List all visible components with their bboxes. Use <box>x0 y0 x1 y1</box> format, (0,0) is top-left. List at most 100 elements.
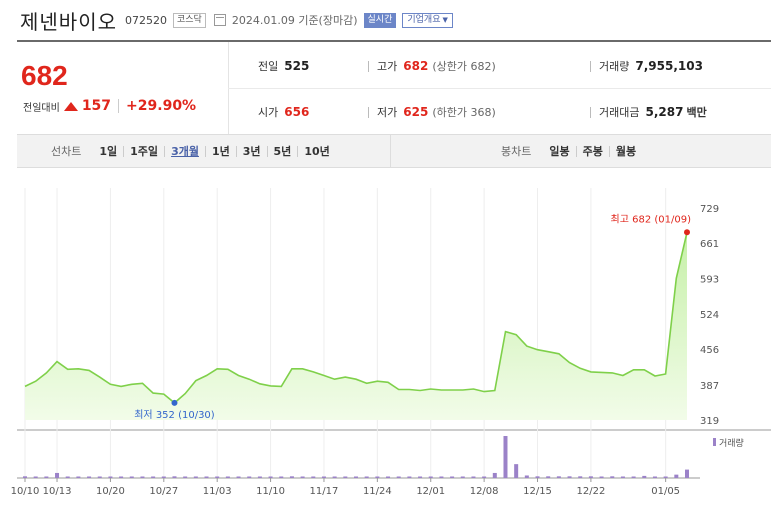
volume-bar <box>546 476 551 478</box>
volume-bar <box>300 476 305 478</box>
summary-row-divider <box>228 88 771 89</box>
x-tick-label: 12/01 <box>416 486 445 497</box>
header-divider <box>17 40 771 42</box>
current-price: 682 <box>21 60 68 91</box>
y-tick-label: 319 <box>700 416 719 427</box>
volume-bar <box>674 474 679 478</box>
y-tick-label: 661 <box>700 239 719 250</box>
chevron-down-icon: ▼ <box>442 15 448 24</box>
x-tick-label: 11/24 <box>363 486 392 497</box>
pipe-separator <box>368 60 369 72</box>
volume-bar <box>663 476 668 478</box>
lower-limit: (하한가 368) <box>432 106 496 119</box>
x-tick-label: 12/22 <box>576 486 605 497</box>
volume-legend-swatch <box>713 438 716 446</box>
volume-bar <box>685 469 689 478</box>
volume-bar <box>204 476 209 478</box>
company-overview-dropdown[interactable]: 기업개요 ▼ <box>402 12 453 28</box>
period-tab[interactable]: 10년 <box>297 145 335 157</box>
change-row: 전일대비 157 +29.90% <box>23 98 196 114</box>
pipe-separator <box>368 106 369 118</box>
volume-bar <box>279 476 284 478</box>
volume-bar <box>97 476 102 478</box>
min-annotation: 최저 352 (10/30) <box>134 409 215 421</box>
candle-tab[interactable]: 일봉 <box>549 144 570 158</box>
volume-bar <box>418 476 423 478</box>
volume-bar <box>482 476 487 478</box>
volume-label: 거래량 <box>599 60 630 73</box>
change-percent: +29.90% <box>126 98 197 114</box>
chart-toolbar: 선차트 1일 1주일 3개월 1년 3년 5년 10년 봉차트 일봉 주봉 월봉 <box>17 135 771 168</box>
y-tick-label: 593 <box>700 274 719 285</box>
volume-bar <box>578 476 583 478</box>
volume-bar <box>620 476 625 478</box>
volume-bar <box>514 464 519 478</box>
volume-bar <box>311 476 316 478</box>
pipe-separator <box>590 106 591 118</box>
market-badge: 코스닥 <box>173 12 206 28</box>
volume-bar <box>321 476 326 478</box>
volume-bar <box>161 476 166 478</box>
change-amount: 157 <box>81 98 112 114</box>
volume-bar <box>396 476 401 478</box>
volume-bar <box>599 476 604 478</box>
x-tick-label: 01/05 <box>651 486 680 497</box>
x-tick-label: 11/03 <box>203 486 232 497</box>
trade-amount: 거래대금 5,287 백만 <box>590 102 707 122</box>
volume-bar <box>87 476 92 478</box>
volume-value: 7,955,103 <box>635 59 703 73</box>
candle-tab[interactable]: 월봉 <box>608 145 642 157</box>
volume-bar <box>76 476 81 478</box>
volume-bar <box>524 475 529 478</box>
volume-bar <box>247 476 252 478</box>
x-tick-label: 10/20 <box>96 486 125 497</box>
price-date: 2024.01.09 기준(장마감) <box>231 14 358 27</box>
period-tab[interactable]: 3년 <box>235 145 267 157</box>
candle-tab[interactable]: 주봉 <box>575 145 609 157</box>
price-line <box>24 232 688 404</box>
volume-bar <box>215 476 220 478</box>
volume-bar <box>236 476 241 478</box>
volume-bar <box>289 476 294 478</box>
up-arrow-icon <box>63 101 78 111</box>
candle-chart-title: 봉차트 <box>501 145 532 158</box>
low-label: 저가 <box>377 106 398 119</box>
min-marker <box>171 399 178 406</box>
open-price: 시가 656 <box>258 102 309 122</box>
period-tab[interactable]: 3개월 <box>164 145 205 157</box>
volume-bar <box>193 476 198 478</box>
x-tick-label: 12/15 <box>523 486 552 497</box>
volume-bar <box>343 476 348 478</box>
prev-close-value: 525 <box>284 59 310 73</box>
volume-bar <box>332 476 337 478</box>
low-price: 저가 625 (하한가 368) <box>368 102 496 122</box>
period-tab[interactable]: 1년 <box>204 145 236 157</box>
volume-bar <box>567 476 572 478</box>
x-tick-label: 10/10 <box>11 486 40 497</box>
amount-label: 거래대금 <box>599 106 640 119</box>
volume-bar <box>129 476 134 478</box>
high-price: 고가 682 (상한가 682) <box>368 56 496 76</box>
prev-close-label: 전일 <box>258 60 279 73</box>
volume-bar <box>257 476 262 478</box>
volume-bar <box>642 475 647 478</box>
volume-bar <box>33 476 38 478</box>
period-tab[interactable]: 1일 <box>99 144 118 158</box>
line-chart-title: 선차트 <box>51 145 82 158</box>
volume-bar <box>354 476 358 478</box>
volume-bar <box>407 476 412 478</box>
period-tab[interactable]: 1주일 <box>123 145 164 157</box>
volume-bar <box>268 476 273 478</box>
period-tab[interactable]: 5년 <box>266 145 298 157</box>
volume-bar <box>652 476 657 478</box>
max-marker <box>684 229 690 236</box>
volume-bar <box>439 476 444 478</box>
x-tick-label: 10/13 <box>43 486 72 497</box>
y-tick-label: 387 <box>700 381 719 392</box>
realtime-button[interactable]: 실시간 <box>363 12 397 28</box>
y-tick-label: 729 <box>700 204 719 215</box>
candle-chart-periods: 봉차트 일봉 주봉 월봉 <box>501 135 642 167</box>
amount-value: 5,287 <box>645 105 684 119</box>
volume-bar <box>151 476 156 478</box>
upper-limit: (상한가 682) <box>432 60 496 73</box>
